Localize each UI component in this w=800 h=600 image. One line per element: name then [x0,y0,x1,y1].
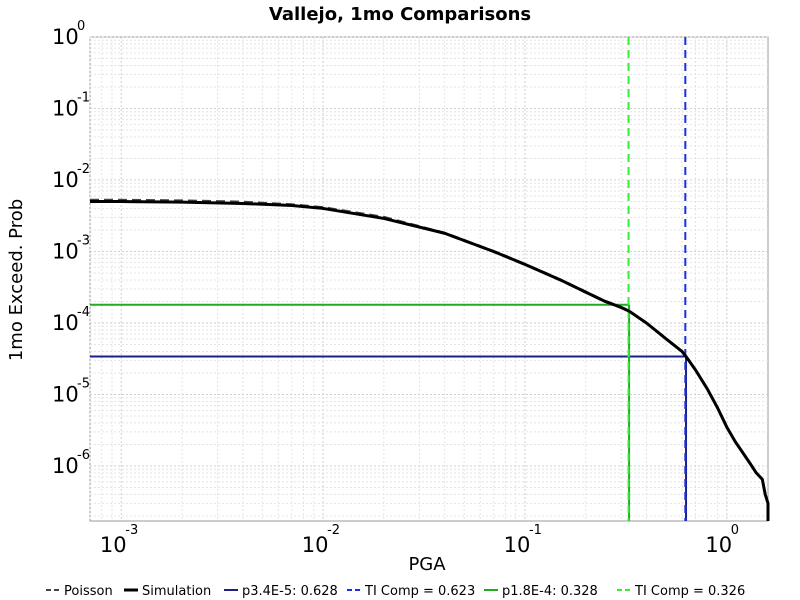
x-tick-exponent: 0 [731,523,739,538]
x-tick-label: 10 [100,533,127,557]
series-line-simulation [90,200,770,521]
chart-title: Vallejo, 1mo Comparisons [269,4,531,25]
y-tick-label: 10 [52,239,79,263]
y-tick-exponent: 0 [77,19,85,34]
y-tick-label: 10 [52,25,79,49]
y-tick-exponent: -1 [77,90,90,105]
plot-frame [89,36,769,522]
x-tick-label: 10 [504,533,531,557]
x-tick-exponent: -3 [125,523,138,538]
y-tick-label: 10 [52,311,79,335]
y-tick-label: 10 [52,382,79,406]
legend: Poisson Simulation p3.4E-5: 0.628 TI Comp =… [46,584,745,599]
y-tick-exponent: -3 [77,233,90,248]
x-axis-label: PGA [408,554,446,575]
plot-area [89,36,769,522]
legend-label: p1.8E-4: 0.328 [502,584,598,599]
legend-label: TI Comp = 0.623 [364,584,475,599]
legend-label: p3.4E-5: 0.628 [242,584,338,599]
legend-label: Simulation [142,584,211,599]
y-tick-exponent: -6 [77,448,90,463]
x-tick-exponent: -1 [529,523,542,538]
y-axis-label: 1mo Exceed. Prob [6,199,27,361]
x-tick-label: 10 [302,533,329,557]
series-group [90,198,770,521]
y-tick-exponent: -2 [77,162,90,177]
x-tick-label: 10 [705,533,732,557]
y-tick-label: 10 [52,168,79,192]
grid [89,36,768,521]
reference-lines [90,37,688,521]
legend-label: Poisson [64,584,113,599]
legend-label: TI Comp = 0.326 [634,584,745,599]
x-tick-exponent: -2 [327,523,340,538]
y-tick-exponent: -4 [77,305,90,320]
y-tick-label: 10 [52,454,79,478]
y-tick-label: 10 [52,96,79,120]
y-tick-exponent: -5 [77,376,90,391]
